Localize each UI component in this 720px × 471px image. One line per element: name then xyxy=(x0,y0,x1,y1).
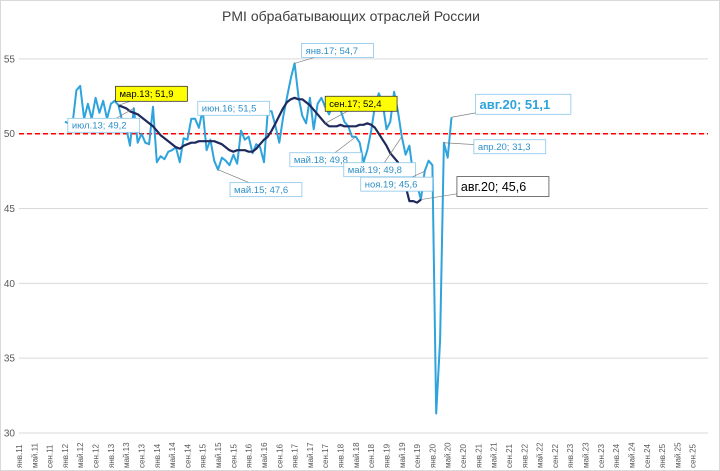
x-tick-label: сен.19 xyxy=(413,443,422,468)
x-tick-label: май.23 xyxy=(582,442,591,468)
x-axis: янв.11 май.11 сен.11 янв.12 май.12 сен.12 янв.… xyxy=(15,442,698,468)
x-tick-label: янв.14 xyxy=(153,443,162,468)
label-box xyxy=(229,182,303,198)
label-box xyxy=(456,176,550,197)
x-tick-label: сен.12 xyxy=(92,443,101,468)
y-axis: 30 35 40 45 50 55 xyxy=(4,54,16,439)
label-box xyxy=(343,162,417,178)
y-tick-label: 35 xyxy=(4,354,16,365)
x-tick-label: сен.21 xyxy=(505,443,514,468)
x-tick-label: янв.12 xyxy=(61,443,70,468)
x-tick-label: сен.14 xyxy=(183,443,192,468)
x-tick-label: май.16 xyxy=(260,442,269,468)
label-text: май.18; 49,8 xyxy=(294,155,348,166)
x-tick-label: сен.13 xyxy=(137,443,146,468)
x-tick-label: сен.24 xyxy=(643,443,652,468)
x-tick-label: май.24 xyxy=(627,442,636,468)
data-label: ноя.19; 45,6 xyxy=(360,170,433,192)
label-box xyxy=(115,85,188,102)
data-label: апр.20; 31,3 xyxy=(443,139,547,155)
x-tick-label: сен.18 xyxy=(367,443,376,468)
x-tick-label: янв.25 xyxy=(658,443,667,468)
label-text: янв.17; 54,7 xyxy=(306,46,358,57)
x-tick-label: сен.22 xyxy=(551,443,560,468)
data-label: янв.17; 54,7 xyxy=(294,43,374,64)
x-tick-label: сен.16 xyxy=(275,443,284,468)
y-tick-label: 45 xyxy=(4,204,16,215)
label-text: авг.20; 45,6 xyxy=(461,180,526,194)
x-tick-label: янв.21 xyxy=(474,443,483,468)
y-tick-label: 50 xyxy=(4,129,16,140)
x-tick-label: янв.16 xyxy=(245,443,254,468)
data-label: сен.17; 52,4 xyxy=(324,95,398,124)
label-text: май.19; 49,8 xyxy=(348,165,402,176)
x-tick-label: май.18 xyxy=(352,442,361,468)
x-tick-label: янв.18 xyxy=(337,443,346,468)
x-tick-label: май.25 xyxy=(673,442,682,468)
chart-title: PMI обрабатывающих отраслей России xyxy=(222,8,480,24)
x-tick-label: янв.19 xyxy=(382,443,391,468)
series-group xyxy=(64,62,453,415)
x-tick-label: сен.17 xyxy=(321,443,330,468)
pmi-series-line xyxy=(64,62,453,415)
label-text: мар.13; 51,9 xyxy=(120,89,174,100)
data-label: мар.13; 51,9 xyxy=(115,85,188,106)
x-tick-label: сен.20 xyxy=(459,443,468,468)
label-box xyxy=(473,139,547,155)
x-tick-label: сен.15 xyxy=(229,443,238,468)
y-tick-label: 55 xyxy=(4,54,16,65)
x-tick-label: май.14 xyxy=(168,442,177,468)
x-tick-label: сен.25 xyxy=(689,443,698,468)
x-tick-label: янв.13 xyxy=(107,443,116,468)
x-tick-label: май.17 xyxy=(306,442,315,468)
label-box xyxy=(360,176,433,192)
label-box xyxy=(475,93,572,115)
data-label: май.18; 49,8 xyxy=(289,136,363,168)
x-tick-label: сен.11 xyxy=(46,444,55,468)
x-tick-label: май.20 xyxy=(444,442,453,468)
label-text: сен.17; 52,4 xyxy=(329,99,381,110)
data-label: май.15; 47,6 xyxy=(217,169,303,198)
moving-average-line xyxy=(118,96,422,204)
label-text: май.15; 47,6 xyxy=(234,185,288,196)
x-tick-label: янв.22 xyxy=(520,443,529,468)
label-text: апр.20; 31,3 xyxy=(478,142,531,153)
x-tick-label: янв.24 xyxy=(612,443,621,468)
x-tick-label: янв.15 xyxy=(199,443,208,468)
y-tick-label: 40 xyxy=(4,279,16,290)
x-tick-label: янв.17 xyxy=(291,443,300,468)
label-text: июл.13; 49,2 xyxy=(72,121,127,132)
label-box xyxy=(324,95,398,112)
label-text: июн.16; 51,5 xyxy=(202,104,257,115)
x-tick-label: май.22 xyxy=(536,442,545,468)
x-tick-label: май.13 xyxy=(122,442,131,468)
label-text: ноя.19; 45,6 xyxy=(365,180,418,191)
x-tick-label: май.19 xyxy=(398,442,407,468)
data-label: июл.13; 49,2 xyxy=(67,107,141,133)
label-box xyxy=(197,100,271,116)
x-tick-label: янв.20 xyxy=(428,443,437,468)
x-tick-label: янв.11 xyxy=(15,444,24,468)
data-label: авг.20; 51,1 xyxy=(451,93,572,118)
x-tick-label: май.11 xyxy=(30,443,39,468)
data-label: май.19; 49,8 xyxy=(343,136,417,178)
x-tick-label: май.15 xyxy=(214,442,223,468)
y-tick-label: 30 xyxy=(4,429,16,440)
x-tick-label: май.12 xyxy=(76,442,85,468)
data-label: авг.20; 45,6 xyxy=(420,176,550,200)
data-label: июн.16; 51,5 xyxy=(197,100,271,116)
label-box xyxy=(67,117,141,133)
label-box xyxy=(301,43,374,58)
x-tick-label: май.21 xyxy=(490,442,499,468)
x-tick-label: сен.23 xyxy=(597,443,606,468)
label-text: авг.20; 51,1 xyxy=(480,97,551,112)
annotations: мар.13; 51,9 июл.13; 49,2 июн.16; 51,5 май.… xyxy=(67,43,572,200)
x-tick-label: янв.23 xyxy=(566,443,575,468)
